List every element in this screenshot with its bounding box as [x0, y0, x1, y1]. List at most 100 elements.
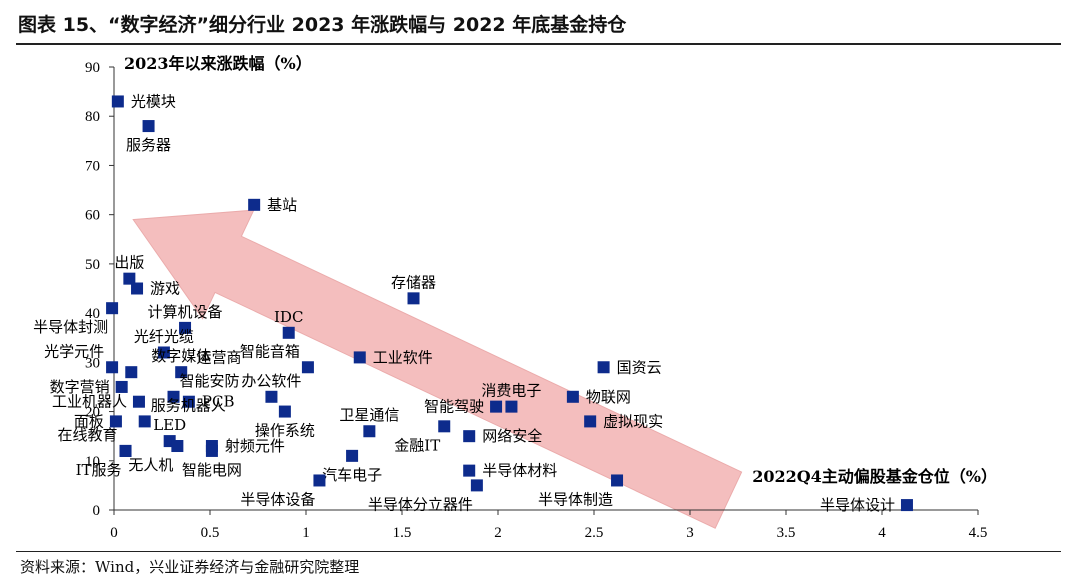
data-point	[111, 95, 124, 108]
point-label: 办公软件	[241, 372, 301, 390]
data-point	[313, 474, 326, 487]
data-point	[179, 321, 192, 334]
data-point	[353, 351, 366, 364]
point-label: 服务器	[126, 136, 171, 154]
x-tick-label: 3.5	[777, 525, 796, 541]
x-tick-label: 0.5	[201, 525, 220, 541]
y-axis-title: 2023年以来涨跌幅（%）	[124, 54, 312, 73]
y-tick-label: 90	[85, 60, 100, 76]
data-point	[363, 425, 376, 438]
point-label: 工业软件	[373, 348, 433, 366]
point-label: 汽车电子	[322, 466, 382, 484]
data-point	[584, 415, 597, 428]
data-point	[167, 390, 180, 403]
data-point	[157, 346, 170, 359]
data-point	[900, 499, 913, 512]
data-point	[171, 440, 184, 453]
data-point	[131, 282, 144, 295]
data-point	[175, 366, 188, 379]
data-point	[248, 198, 261, 211]
data-point	[611, 474, 624, 487]
point-label: 出版	[114, 254, 144, 272]
point-label: 服务机器人	[151, 396, 226, 414]
header-divider	[16, 43, 1061, 45]
point-label: 存储器	[391, 273, 436, 291]
y-tick-label: 80	[85, 109, 100, 125]
y-tick-label: 70	[85, 158, 100, 174]
footer-divider	[16, 551, 1061, 552]
data-point	[463, 430, 476, 443]
point-label: 智能音箱	[240, 342, 300, 360]
point-label: 金融IT	[394, 436, 440, 454]
point-label: LED	[153, 416, 186, 434]
point-label: 计算机设备	[148, 303, 223, 321]
data-point	[142, 120, 155, 133]
data-point	[407, 292, 420, 305]
y-tick-label: 10	[85, 454, 100, 470]
data-point	[282, 326, 295, 339]
data-point	[597, 361, 610, 374]
point-label: 半导体封测	[33, 318, 108, 336]
point-label: 基站	[267, 196, 297, 214]
data-point	[106, 302, 119, 315]
point-label: 数字营销	[50, 378, 110, 396]
point-label: 在线教育	[58, 426, 118, 444]
data-point	[438, 420, 451, 433]
point-label: 半导体制造	[538, 490, 613, 508]
point-label: 光学元件	[44, 342, 104, 360]
point-label: 射频元件	[225, 437, 285, 455]
point-label: 半导体设备	[240, 490, 315, 508]
point-label: 虚拟现实	[603, 412, 663, 430]
data-point	[505, 400, 518, 413]
x-tick-label: 1.5	[393, 525, 412, 541]
x-tick-label: 3	[686, 525, 694, 541]
point-label: 智能驾驶	[424, 398, 484, 416]
point-label: 国资云	[617, 358, 662, 376]
point-label: 消费电子	[481, 382, 541, 400]
point-label: 游戏	[150, 280, 180, 298]
point-label: 工业机器人	[52, 393, 127, 411]
figure-title: 图表 15、“数字经济”细分行业 2023 年涨跌幅与 2022 年底基金持仓	[18, 14, 627, 36]
data-point	[566, 390, 579, 403]
x-tick-label: 4	[878, 525, 886, 541]
point-label: 数字媒体	[151, 347, 211, 365]
data-point	[123, 272, 136, 285]
point-label: 半导体设计	[820, 496, 895, 514]
data-point	[301, 361, 314, 374]
point-label: 卫星通信	[339, 406, 399, 424]
point-label: 半导体材料	[482, 462, 557, 480]
point-label: 物联网	[586, 388, 631, 406]
point-label: 网络安全	[482, 427, 542, 445]
data-point	[265, 390, 278, 403]
y-tick-label: 20	[85, 405, 100, 421]
point-label: 智能安防	[180, 372, 240, 390]
data-point	[106, 361, 119, 374]
point-label: 光模块	[131, 92, 176, 110]
data-point	[119, 444, 132, 457]
data-point	[205, 444, 218, 457]
point-label: 半导体分立器件	[368, 495, 473, 513]
data-point	[132, 395, 145, 408]
x-axis-title: 2022Q4主动偏股基金仓位（%）	[752, 467, 997, 486]
y-tick-label: 30	[85, 355, 100, 371]
x-tick-label: 2.5	[585, 525, 604, 541]
data-point	[109, 415, 122, 428]
x-tick-label: 4.5	[969, 525, 988, 541]
point-label: IDC	[274, 308, 303, 326]
report-header: 图表 15、“数字经济”细分行业 2023 年涨跌幅与 2022 年底基金持仓	[0, 0, 1080, 45]
point-label: 无人机	[128, 456, 173, 474]
data-point	[138, 415, 151, 428]
data-point	[125, 366, 138, 379]
point-label: 智能电网	[182, 461, 242, 479]
data-point	[278, 405, 291, 418]
point-label: PCB	[202, 393, 235, 411]
data-point	[463, 464, 476, 477]
x-tick-label: 0	[110, 525, 118, 541]
x-tick-label: 2	[494, 525, 502, 541]
scatter-chart: 0 10 20 30 40 50 60 70 80 90 0 0.5 1 1.5 2 2.5 3 3.5 4 4.5 2…	[33, 54, 997, 541]
point-label: 光纤光缆	[134, 327, 194, 345]
data-point	[182, 395, 195, 408]
data-point	[490, 400, 503, 413]
source-note: 资料来源：Wind，兴业证券经济与金融研究院整理	[20, 558, 360, 576]
point-label: 操作系统	[255, 422, 315, 440]
